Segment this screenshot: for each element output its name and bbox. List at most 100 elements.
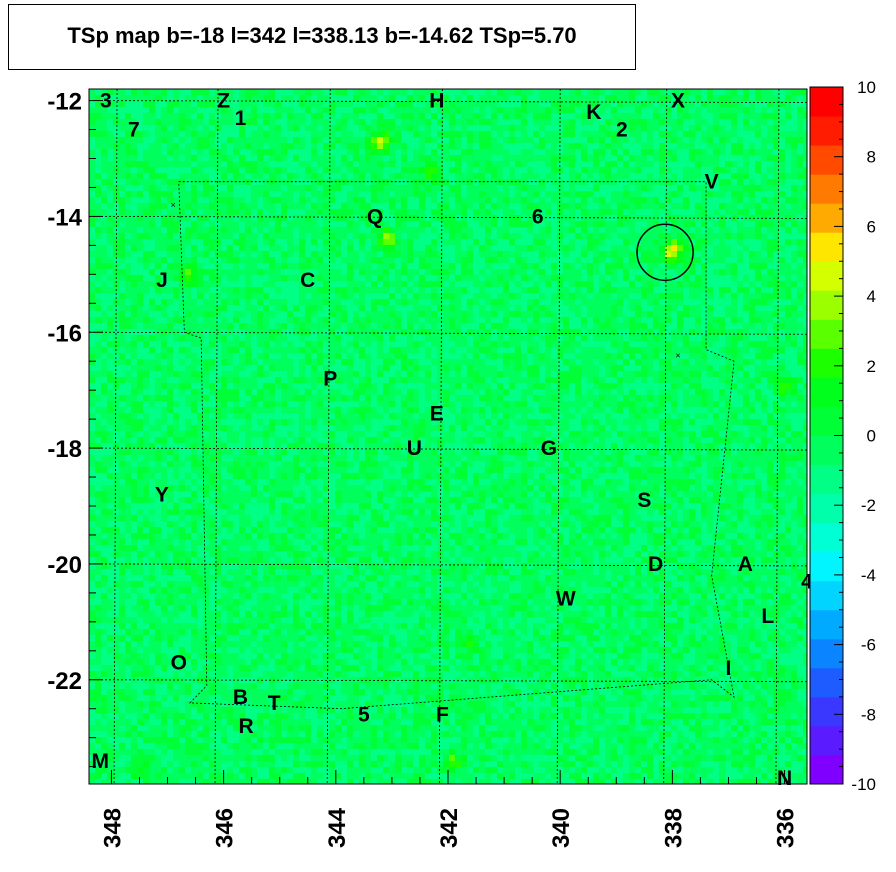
heatmap-cell: [425, 257, 432, 264]
heatmap-cell: [605, 227, 612, 234]
heatmap-cell: [353, 197, 360, 204]
heatmap-cell: [521, 209, 528, 216]
heatmap-cell: [641, 167, 648, 174]
heatmap-cell: [161, 203, 168, 210]
heatmap-cell: [791, 95, 798, 102]
heatmap-cell: [131, 263, 138, 270]
heatmap-cell: [569, 191, 576, 198]
heatmap-cell: [425, 221, 432, 228]
heatmap-cell: [107, 263, 114, 270]
heatmap-cell: [95, 101, 102, 108]
heatmap-cell: [197, 155, 204, 162]
heatmap-cell: [143, 305, 150, 312]
heatmap-cell: [287, 119, 294, 126]
heatmap-cell: [263, 251, 270, 258]
heatmap-cell: [401, 137, 408, 144]
heatmap-cell: [95, 281, 102, 288]
heatmap-cell: [95, 191, 102, 198]
heatmap-cell: [221, 161, 228, 168]
heatmap-cell: [245, 257, 252, 264]
heatmap-cell: [317, 269, 324, 276]
heatmap-cell: [95, 233, 102, 240]
heatmap-cell: [191, 89, 198, 96]
heatmap-cell: [575, 323, 582, 330]
heatmap-cell: [599, 293, 606, 300]
heatmap-cell: [221, 203, 228, 210]
heatmap-cell: [191, 251, 198, 258]
heatmap-cell: [677, 125, 684, 132]
heatmap-cell: [785, 221, 792, 228]
heatmap-cell: [683, 167, 690, 174]
heatmap-cell: [311, 245, 318, 252]
heatmap-cell: [221, 89, 228, 96]
heatmap-cell: [209, 101, 216, 108]
heatmap-cell: [197, 317, 204, 324]
heatmap-cell: [179, 155, 186, 162]
heatmap-cell: [767, 245, 774, 252]
heatmap-cell: [275, 257, 282, 264]
heatmap-cell: [443, 227, 450, 234]
heatmap-cell: [203, 281, 210, 288]
heatmap-cell: [755, 125, 762, 132]
heatmap-cell: [689, 215, 696, 222]
heatmap-cell: [761, 287, 768, 294]
heatmap-cell: [731, 149, 738, 156]
heatmap-cell: [491, 185, 498, 192]
heatmap-cell: [611, 239, 618, 246]
heatmap-cell: [473, 221, 480, 228]
heatmap-cell: [143, 245, 150, 252]
heatmap-cell: [689, 317, 696, 324]
heatmap-cell: [605, 215, 612, 222]
heatmap-cell: [539, 311, 546, 318]
heatmap-cell: [689, 119, 696, 126]
heatmap-cell: [707, 203, 714, 210]
heatmap-cell: [425, 317, 432, 324]
heatmap-cell: [461, 311, 468, 318]
heatmap-cell: [317, 113, 324, 120]
heatmap-cell: [551, 185, 558, 192]
heatmap-cell: [509, 191, 516, 198]
heatmap-cell: [581, 317, 588, 324]
heatmap-cell: [473, 335, 480, 342]
heatmap-cell: [713, 113, 720, 120]
heatmap-cell: [677, 143, 684, 150]
heatmap-cell: [545, 203, 552, 210]
heatmap-cell: [311, 101, 318, 108]
heatmap-cell: [203, 335, 210, 342]
heatmap-cell: [227, 197, 234, 204]
heatmap-cell: [179, 323, 186, 330]
heatmap-cell: [269, 335, 276, 342]
heatmap-cell: [143, 335, 150, 342]
heatmap-cell: [125, 209, 132, 216]
heatmap-cell: [269, 89, 276, 96]
heatmap-cell: [521, 125, 528, 132]
heatmap-cell: [671, 95, 678, 102]
heatmap-cell: [473, 191, 480, 198]
heatmap-cell: [593, 95, 600, 102]
heatmap-cell: [713, 299, 720, 306]
heatmap-cell: [641, 185, 648, 192]
heatmap-cell: [407, 329, 414, 336]
heatmap-cell: [419, 335, 426, 342]
heatmap-cell: [803, 137, 807, 144]
heatmap-cell: [125, 113, 132, 120]
heatmap-cell: [737, 209, 744, 216]
heatmap-cell: [743, 275, 750, 282]
heatmap-cell: [767, 323, 774, 330]
heatmap-cell: [743, 305, 750, 312]
heatmap-cell: [161, 179, 168, 186]
heatmap-cell: [629, 113, 636, 120]
heatmap-cell: [677, 107, 684, 114]
heatmap-cell: [101, 155, 108, 162]
heatmap-cell: [455, 239, 462, 246]
heatmap-cell: [227, 251, 234, 258]
heatmap-cell: [251, 323, 258, 330]
heatmap-cell: [563, 299, 570, 306]
heatmap-cell: [785, 287, 792, 294]
heatmap-cell: [653, 197, 660, 204]
heatmap-cell: [113, 185, 120, 192]
heatmap-cell: [677, 161, 684, 168]
heatmap-cell: [371, 173, 378, 180]
heatmap-cell: [341, 155, 348, 162]
heatmap-cell: [737, 101, 744, 108]
